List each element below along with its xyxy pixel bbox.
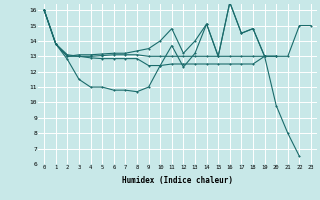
X-axis label: Humidex (Indice chaleur): Humidex (Indice chaleur): [122, 176, 233, 185]
